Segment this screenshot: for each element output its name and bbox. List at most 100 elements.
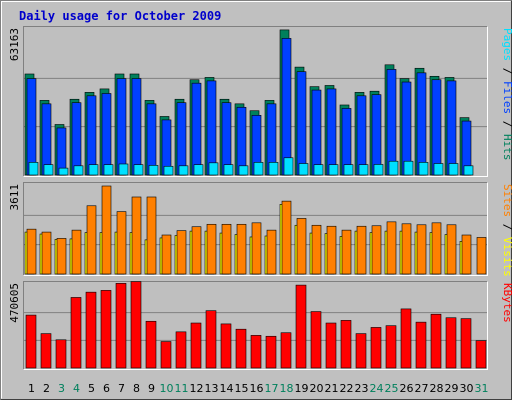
bar-kbytes-day-5 xyxy=(85,291,97,369)
bar-pages-day-16 xyxy=(253,162,264,176)
bar-pages-day-26 xyxy=(403,160,414,176)
legend-segment-1: KBytes xyxy=(501,283,512,323)
series-pages xyxy=(28,157,474,176)
panel-bevel-dark xyxy=(23,281,488,370)
bar-pages-day-3 xyxy=(58,167,69,176)
day-label-15: 15 xyxy=(235,382,249,395)
series-legend-label: KBytes xyxy=(501,283,512,323)
chart-title: Daily usage for October 2009 xyxy=(19,9,221,23)
bar-files-day-8 xyxy=(131,78,142,176)
bar-kbytes-day-10 xyxy=(160,341,172,369)
bar-sites-day-3 xyxy=(56,238,67,275)
bar-kbytes-day-26 xyxy=(400,308,412,369)
bar-sites-day-20 xyxy=(311,224,322,275)
series-legend-label: Sites / Visits xyxy=(501,184,512,277)
bar-sites-day-17 xyxy=(266,229,277,275)
bar-kbytes-day-25 xyxy=(385,325,397,369)
bar-sites-day-12 xyxy=(191,226,202,275)
panel-bevel-light xyxy=(23,281,488,370)
y-max-label: 63163 xyxy=(8,28,21,61)
day-label-10: 10 xyxy=(160,382,174,395)
bar-sites-day-15 xyxy=(236,223,247,275)
bar-sites-day-31 xyxy=(476,237,487,275)
day-label-5: 5 xyxy=(88,382,95,395)
bar-sites-day-22 xyxy=(341,229,352,275)
day-label-25: 25 xyxy=(385,382,399,395)
day-label-27: 27 xyxy=(415,382,429,395)
bar-pages-day-15 xyxy=(238,165,249,176)
panel-top: 63163 Pages / Files / Hits xyxy=(8,26,512,177)
bar-sites-day-28 xyxy=(431,222,442,275)
bar-sites-day-5 xyxy=(86,205,97,275)
bar-sites-day-27 xyxy=(416,224,427,275)
bar-pages-day-18 xyxy=(283,157,294,176)
bar-sites-day-7 xyxy=(116,211,127,275)
day-label-29: 29 xyxy=(445,382,459,395)
day-label-1: 1 xyxy=(28,382,35,395)
legend-segment-1: Sites xyxy=(501,184,512,217)
bar-files-day-28 xyxy=(431,79,442,176)
panel-bevel-light xyxy=(23,182,488,276)
day-label-22: 22 xyxy=(340,382,354,395)
series-files xyxy=(26,38,472,176)
bar-sites-day-30 xyxy=(461,234,472,275)
bar-pages-day-20 xyxy=(313,164,324,176)
x-axis-day-labels: 1 2 3 4 5 6 7 8 9 10 11 12 13 14 15 16 17 18 19 20 21 22 23 24 2… xyxy=(28,382,489,395)
bar-files-day-20 xyxy=(311,89,322,176)
day-label-6: 6 xyxy=(103,382,110,395)
day-label-8: 8 xyxy=(133,382,140,395)
bar-kbytes-day-20 xyxy=(310,311,322,369)
bar-pages-day-24 xyxy=(373,164,384,176)
bar-kbytes-day-24 xyxy=(370,327,382,369)
bar-pages-day-19 xyxy=(298,163,309,176)
day-label-21: 21 xyxy=(325,382,339,395)
bar-kbytes-day-12 xyxy=(190,322,202,369)
day-label-4: 4 xyxy=(73,382,80,395)
bar-kbytes-day-4 xyxy=(70,297,82,369)
bar-kbytes-day-14 xyxy=(220,323,232,369)
bar-kbytes-day-27 xyxy=(415,321,427,369)
legend-segment-3: Files xyxy=(501,81,512,114)
bar-kbytes-day-6 xyxy=(100,290,112,369)
series-legend-label: Pages / Files / Hits xyxy=(501,28,512,161)
bar-pages-day-12 xyxy=(193,164,204,176)
day-label-26: 26 xyxy=(400,382,414,395)
bar-pages-day-7 xyxy=(118,163,129,176)
panel-bevel-light xyxy=(23,26,488,177)
bar-kbytes-day-15 xyxy=(235,328,247,369)
bar-pages-day-21 xyxy=(328,164,339,176)
bar-files-day-2 xyxy=(41,103,52,176)
bar-kbytes-day-1 xyxy=(25,314,37,369)
bar-sites-day-11 xyxy=(176,230,187,275)
bar-kbytes-day-21 xyxy=(325,322,337,369)
chart-panels: 63163 Pages / Files / Hits 3611 Sites / Vis… xyxy=(8,26,512,370)
day-label-2: 2 xyxy=(43,382,50,395)
bar-sites-day-21 xyxy=(326,225,337,275)
bar-files-day-1 xyxy=(26,78,37,176)
bar-pages-day-30 xyxy=(463,165,474,176)
bar-sites-day-9 xyxy=(146,196,157,275)
bar-kbytes-day-9 xyxy=(145,320,157,369)
bar-sites-day-10 xyxy=(161,234,172,275)
bar-files-day-9 xyxy=(146,103,157,176)
bar-kbytes-day-16 xyxy=(250,335,262,369)
bar-kbytes-day-2 xyxy=(40,333,52,369)
legend-segment-4: / xyxy=(501,114,512,134)
day-label-11: 11 xyxy=(175,382,189,395)
day-label-7: 7 xyxy=(118,382,125,395)
bar-pages-day-29 xyxy=(448,163,459,176)
day-label-17: 17 xyxy=(265,382,279,395)
bar-files-day-27 xyxy=(416,72,427,176)
bar-sites-day-24 xyxy=(371,225,382,275)
bar-files-day-23 xyxy=(356,95,367,176)
bar-pages-day-23 xyxy=(358,164,369,176)
day-label-3: 3 xyxy=(58,382,65,395)
bar-kbytes-day-28 xyxy=(430,313,442,369)
y-max-label: 3611 xyxy=(8,184,21,211)
legend-segment-3: Visits xyxy=(501,237,512,277)
legend-segment-5: Hits xyxy=(501,134,512,161)
bar-sites-day-14 xyxy=(221,223,232,275)
